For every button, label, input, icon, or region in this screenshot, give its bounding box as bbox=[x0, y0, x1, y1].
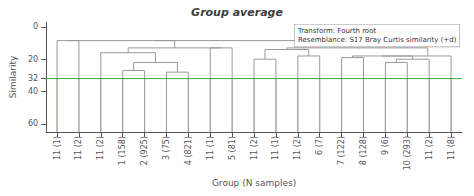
svg-text:11 (1): 11 (1) bbox=[271, 136, 280, 160]
svg-text:1 (158): 1 (158) bbox=[118, 136, 127, 165]
svg-text:11 (8): 11 (8) bbox=[447, 136, 456, 160]
svg-text:Transform: Fourth root: Transform: Fourth root bbox=[297, 27, 376, 35]
svg-text:11 (2): 11 (2) bbox=[425, 136, 434, 160]
svg-text:Similarity: Similarity bbox=[8, 55, 18, 98]
svg-text:10 (293): 10 (293) bbox=[403, 136, 412, 170]
svg-text:Group average: Group average bbox=[191, 6, 283, 19]
svg-text:40: 40 bbox=[28, 87, 38, 96]
svg-text:20: 20 bbox=[28, 55, 38, 64]
svg-text:Group (N samples): Group (N samples) bbox=[212, 178, 296, 188]
svg-text:11 (1): 11 (1) bbox=[206, 136, 215, 160]
svg-text:2 (925): 2 (925) bbox=[140, 136, 149, 165]
svg-text:3 (75): 3 (75) bbox=[162, 136, 171, 160]
svg-text:6 (7): 6 (7) bbox=[315, 136, 324, 155]
svg-text:60: 60 bbox=[28, 119, 38, 128]
svg-text:11 (2): 11 (2) bbox=[250, 136, 259, 160]
svg-text:9 (6): 9 (6) bbox=[381, 136, 390, 155]
svg-text:32: 32 bbox=[28, 74, 38, 83]
svg-text:8 (128): 8 (128) bbox=[359, 136, 368, 165]
svg-text:7 (122): 7 (122) bbox=[337, 136, 346, 165]
svg-text:Resemblance: S17 Bray Curtis s: Resemblance: S17 Bray Curtis similarity … bbox=[298, 36, 457, 44]
svg-text:5 (81): 5 (81) bbox=[228, 136, 237, 160]
svg-text:11 (2): 11 (2) bbox=[74, 136, 83, 160]
svg-text:11 (1): 11 (1) bbox=[53, 136, 62, 160]
svg-text:11 (2): 11 (2) bbox=[96, 136, 105, 160]
svg-text:4 (821): 4 (821) bbox=[184, 136, 193, 165]
svg-text:11 (2): 11 (2) bbox=[293, 136, 302, 160]
svg-text:0: 0 bbox=[33, 22, 38, 31]
